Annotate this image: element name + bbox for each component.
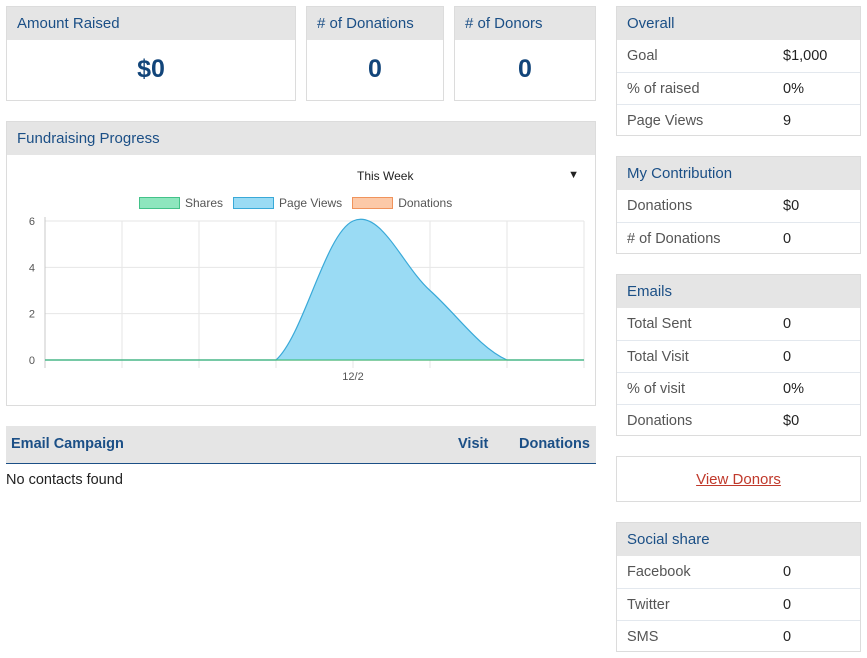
donations-column[interactable]: Donations xyxy=(519,436,590,452)
donors-count-label: # of Donors xyxy=(455,7,595,40)
overall-title: Overall xyxy=(617,7,860,40)
y-tick-label: 4 xyxy=(29,262,35,274)
legend-item-donations[interactable]: Donations xyxy=(352,196,452,210)
fundraising-progress-title: Fundraising Progress xyxy=(7,122,595,155)
x-tick-label: 12/2 xyxy=(342,371,363,383)
fundraising-progress-card: Fundraising Progress This Week ▼ Shares … xyxy=(6,121,596,406)
legend-item-page-views[interactable]: Page Views xyxy=(233,196,342,210)
donors-count-value: 0 xyxy=(518,55,532,83)
chevron-down-icon: ▼ xyxy=(568,169,579,181)
donations-count-card: # of Donations 0 xyxy=(306,6,444,101)
donations-count-value: 0 xyxy=(368,55,382,83)
my-contribution-card: My Contribution Donations $0 # of Donatio… xyxy=(616,156,861,254)
no-contacts-message: No contacts found xyxy=(6,472,123,488)
chart-legend: Shares Page Views Donations xyxy=(139,196,462,210)
emails-row-total-sent: Total Sent 0 xyxy=(627,316,792,332)
emails-row-total-visit: Total Visit 0 xyxy=(617,340,860,372)
emails-rows: Total Sent 0 Total Visit 0 % of visit 0% Do… xyxy=(617,308,860,436)
chart-area: This Week ▼ Shares Page Views Donations … xyxy=(7,155,595,405)
legend-swatch-shares xyxy=(139,197,180,209)
email-campaign-header: Email Campaign Visit Donations xyxy=(6,426,596,464)
amount-raised-card: Amount Raised $0 xyxy=(6,6,296,101)
my-contribution-title: My Contribution xyxy=(617,157,860,190)
social-row-twitter: Twitter 0 xyxy=(617,588,860,620)
social-row-facebook: Facebook 0 xyxy=(627,564,792,580)
view-donors-box: View Donors xyxy=(616,456,861,502)
overall-row-page-views: Page Views 9 xyxy=(617,104,860,136)
amount-raised-label: Amount Raised xyxy=(7,7,295,40)
overall-row-raised: % of raised 0% xyxy=(617,72,860,104)
y-tick-label: 6 xyxy=(29,216,35,228)
legend-label-donations: Donations xyxy=(398,196,453,210)
contribution-row-count: # of Donations 0 xyxy=(617,222,860,254)
emails-row-donations: Donations $0 xyxy=(617,404,860,436)
contribution-row-donations: Donations $0 xyxy=(627,198,800,214)
legend-swatch-donations xyxy=(352,197,394,209)
fundraising-chart: 0 2 4 6 12/2 xyxy=(29,216,585,383)
visit-column[interactable]: Visit xyxy=(458,436,489,452)
social-share-rows: Facebook 0 Twitter 0 SMS 0 xyxy=(617,556,860,652)
y-tick-label: 0 xyxy=(29,355,35,367)
email-campaign-column[interactable]: Email Campaign xyxy=(11,436,124,452)
overall-rows: Goal $1,000 % of raised 0% Page Views 9 xyxy=(617,40,860,136)
overall-row-goal: Goal $1,000 xyxy=(627,48,828,64)
emails-title: Emails xyxy=(617,275,860,308)
period-select[interactable]: This Week ▼ xyxy=(357,169,583,183)
overall-card: Overall Goal $1,000 % of raised 0% Page Vi… xyxy=(616,6,861,136)
amount-raised-value: $0 xyxy=(137,55,165,83)
area-page-views xyxy=(45,219,584,360)
my-contribution-rows: Donations $0 # of Donations 0 xyxy=(617,190,860,254)
social-share-title: Social share xyxy=(617,523,860,556)
donors-count-card: # of Donors 0 xyxy=(454,6,596,101)
emails-card: Emails Total Sent 0 Total Visit 0 % of vis… xyxy=(616,274,861,436)
view-donors-link[interactable]: View Donors xyxy=(696,470,781,488)
donations-count-label: # of Donations xyxy=(307,7,443,40)
legend-label-page-views: Page Views xyxy=(279,196,343,210)
emails-row-visit-percent: % of visit 0% xyxy=(617,372,860,404)
y-tick-label: 2 xyxy=(29,309,35,321)
legend-swatch-page-views xyxy=(233,197,275,209)
social-share-card: Social share Facebook 0 Twitter 0 SMS 0 xyxy=(616,522,861,652)
period-select-value: This Week xyxy=(357,169,414,183)
legend-label-shares: Shares xyxy=(185,196,224,210)
legend-item-shares[interactable]: Shares xyxy=(139,196,223,210)
social-row-sms: SMS 0 xyxy=(617,620,860,652)
